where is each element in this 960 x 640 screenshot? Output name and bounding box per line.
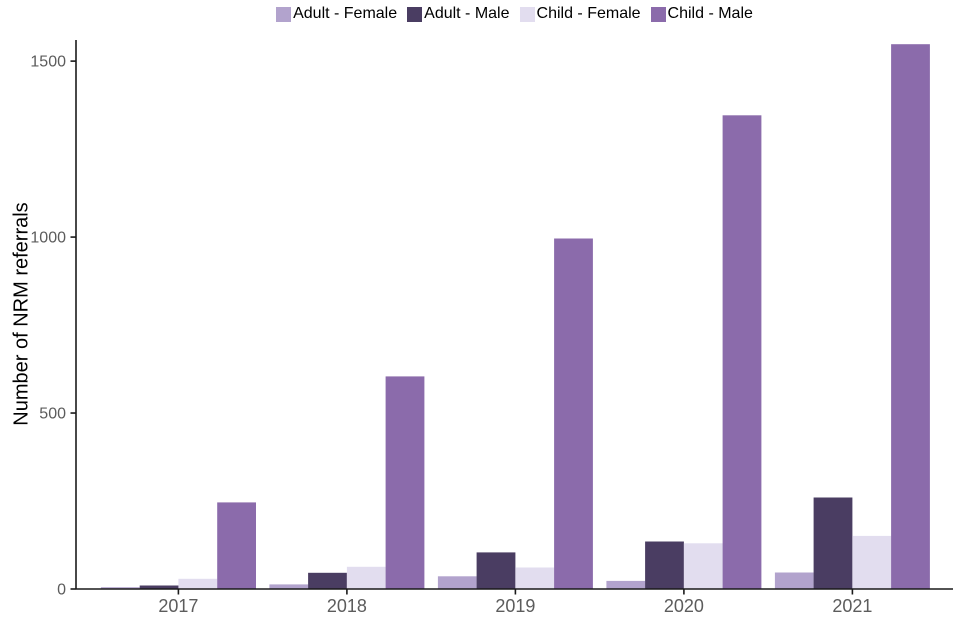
bar-adult-male-2021	[813, 497, 853, 589]
bar-child-male-2019	[554, 238, 593, 589]
bar-child-female-2019	[515, 567, 555, 589]
bar-child-female-2017	[178, 578, 218, 589]
x-tick-label-2017: 2017	[158, 596, 198, 616]
legend-item-adult-male: Adult - Male	[407, 5, 510, 22]
bar-child-female-2020	[683, 543, 723, 590]
legend-swatch-adult-male	[407, 6, 423, 22]
bar-adult-female-2018	[269, 584, 309, 589]
y-tick-label-500: 500	[39, 406, 66, 423]
bar-child-male-2020	[722, 115, 762, 590]
x-tick-label-2021: 2021	[832, 596, 872, 616]
bar-adult-male-2017	[139, 585, 179, 589]
legend-swatch-child-male	[650, 6, 666, 22]
legend-swatch-child-female	[519, 6, 535, 22]
bar-child-male-2017	[217, 502, 256, 589]
legend-item-adult-female: Adult - Female	[276, 6, 397, 22]
x-tick-label-2019: 2019	[495, 596, 535, 616]
bar-adult-female-2020	[606, 580, 646, 589]
y-tick-label-1000: 1000	[30, 230, 66, 247]
bar-adult-female-2019	[437, 576, 477, 589]
legend-label-child-male: Child - Male	[667, 5, 753, 22]
y-tick-label-1500: 1500	[30, 54, 66, 71]
bar-adult-female-2021	[774, 572, 814, 589]
bar-adult-female-2017	[100, 587, 140, 589]
legend-item-child-male: Child - Male	[650, 5, 753, 22]
legend-label-child-female: Child - Female	[536, 5, 641, 22]
bar-adult-male-2019	[476, 552, 516, 589]
y-axis-title: Number of NRM referrals	[10, 202, 33, 426]
bar-child-female-2021	[852, 535, 892, 589]
chart-legend: Adult - Female Adult - Male Child - Female…	[76, 6, 953, 22]
x-tick-label-2018: 2018	[327, 596, 367, 616]
bar-child-female-2018	[346, 566, 386, 589]
legend-label-adult-female: Adult - Female	[293, 5, 398, 22]
legend-item-child-female: Child - Female	[519, 5, 641, 22]
x-tick-label-2020: 2020	[664, 596, 704, 616]
bar-child-male-2021	[891, 44, 930, 589]
bar-adult-male-2020	[645, 541, 684, 589]
bar-adult-male-2018	[308, 572, 347, 589]
bar-child-male-2018	[385, 376, 425, 589]
legend-label-adult-male: Adult - Male	[424, 5, 510, 22]
y-tick-label-0: 0	[57, 582, 66, 599]
legend-swatch-adult-female	[276, 6, 292, 22]
